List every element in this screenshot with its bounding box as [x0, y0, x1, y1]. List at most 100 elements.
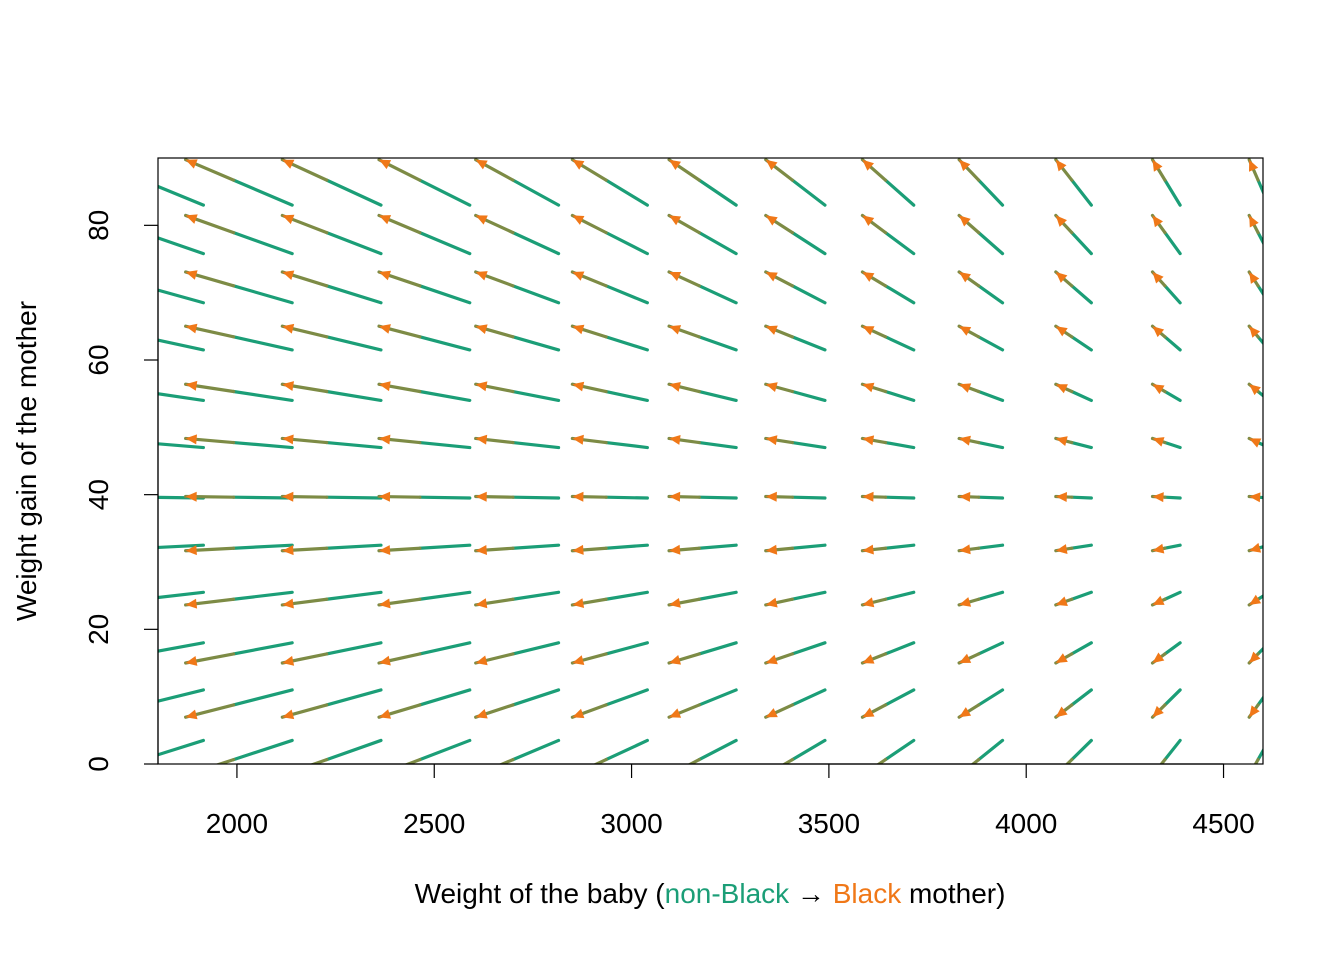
- arrow-head: [1056, 826, 1067, 838]
- arrow-shaft-start: [1163, 543, 1182, 550]
- vector-arrow: [377, 324, 472, 352]
- vector-arrow: [476, 794, 559, 837]
- arrow-head: [862, 707, 875, 718]
- arrow-head: [379, 381, 391, 392]
- arrow-head: [1152, 215, 1163, 228]
- arrow-shaft-start: [790, 178, 827, 207]
- arrow-head: [1249, 542, 1262, 553]
- vector-arrow: [957, 213, 1005, 256]
- vector-arrow: [1247, 594, 1263, 607]
- arrow-head: [959, 215, 971, 227]
- arrow-shaft-start: [418, 335, 472, 352]
- arrow-shaft-start: [790, 688, 827, 707]
- vector-arrow: [667, 324, 738, 352]
- vector-arrow: [1054, 688, 1093, 719]
- arrow-head: [282, 159, 295, 169]
- arrow-head: [1249, 159, 1259, 172]
- vector-arrow: [667, 641, 738, 665]
- arrow-shaft-start: [697, 590, 738, 601]
- arrow-shaft-start: [325, 284, 383, 305]
- arrow-shaft-start: [977, 231, 1005, 256]
- arrow-shaft-start: [325, 590, 383, 601]
- arrow-shaft-start: [158, 543, 205, 550]
- arrow-head: [475, 159, 488, 170]
- vector-arrow: [280, 158, 383, 207]
- arrow-head: [93, 829, 105, 838]
- arrow-shaft-start: [1070, 543, 1093, 550]
- arrow-head: [1055, 215, 1067, 227]
- arrow-shaft-start: [1163, 641, 1182, 656]
- vector-arrow: [474, 324, 561, 352]
- vector-arrow: [570, 324, 649, 352]
- arrow-head: [862, 326, 875, 336]
- arrow-head: [93, 656, 105, 666]
- vector-arrow: [862, 794, 913, 837]
- arrow-head: [1152, 384, 1165, 395]
- arrow-shaft-start: [1070, 688, 1093, 707]
- arrow-head: [475, 381, 488, 392]
- arrow-shaft-end: [93, 326, 143, 337]
- arrow-head: [959, 272, 971, 283]
- arrow-shaft-start: [1070, 440, 1093, 450]
- arrow-shaft-start: [231, 688, 294, 707]
- vector-arrow: [1247, 158, 1263, 196]
- arrow-head: [1249, 438, 1262, 448]
- arrow-shaft-start: [977, 495, 1005, 500]
- arrow-head: [765, 654, 778, 665]
- arrow-shaft-end: [93, 599, 143, 605]
- arrow-shaft-start: [1256, 335, 1263, 346]
- arrow-shaft-start: [977, 335, 1005, 352]
- vector-arrow: [667, 491, 738, 502]
- arrow-head: [669, 435, 681, 445]
- arrow-shaft-start: [977, 738, 1005, 762]
- arrow-shaft-start: [790, 590, 827, 601]
- vector-arrow: [1054, 436, 1093, 450]
- arrow-head: [669, 544, 681, 555]
- arrow-shaft-start: [325, 495, 383, 500]
- vector-arrow: [184, 213, 294, 256]
- arrow-shaft-start: [604, 231, 649, 256]
- vector-arrow: [158, 738, 205, 757]
- arrow-shaft-start: [977, 688, 1005, 707]
- vector-arrow: [667, 435, 738, 450]
- vector-arrow: [474, 641, 561, 666]
- vector-arrow: [280, 688, 383, 720]
- arrow-shaft-start: [604, 688, 649, 707]
- arrow-shaft-start: [231, 389, 294, 402]
- arrow-shaft-end: [1153, 818, 1165, 837]
- vector-arrow: [377, 434, 472, 450]
- arrow-head: [379, 598, 391, 609]
- vector-arrow: [860, 435, 916, 450]
- arrow-head: [1152, 652, 1165, 663]
- arrow-shaft-start: [699, 794, 736, 818]
- arrow-head: [1249, 651, 1261, 663]
- vector-arrow: [184, 158, 294, 207]
- vector-arrow: [184, 434, 294, 450]
- arrow-head: [186, 767, 198, 777]
- vector-arrow: [1150, 590, 1182, 607]
- arrow-shaft-start: [697, 335, 738, 352]
- arrow-head: [765, 215, 778, 226]
- vector-arrow: [764, 435, 827, 450]
- vector-arrow: [1150, 213, 1182, 256]
- arrow-head: [765, 597, 778, 608]
- arrow-shaft-start: [604, 738, 649, 762]
- vector-arrow: [667, 382, 738, 402]
- arrow-shaft-end: [214, 757, 236, 764]
- arrow-shaft-start: [158, 641, 205, 653]
- vector-arrow: [1054, 158, 1093, 207]
- arrow-head: [1250, 763, 1252, 764]
- arrow-shaft-start: [1070, 738, 1093, 762]
- arrow-shaft-start: [977, 590, 1005, 601]
- vector-arrow: [570, 543, 649, 555]
- arrow-shaft-start: [1163, 738, 1182, 762]
- x-tick-label: 3000: [600, 808, 662, 839]
- arrow-head: [765, 272, 778, 282]
- arrow-head: [379, 767, 391, 776]
- vector-arrow: [570, 158, 649, 207]
- arrow-shaft-start: [883, 495, 916, 500]
- arrow-head: [379, 655, 391, 666]
- vector-arrow: [860, 270, 916, 305]
- arrow-head: [1055, 596, 1068, 606]
- vector-arrow: [474, 543, 561, 555]
